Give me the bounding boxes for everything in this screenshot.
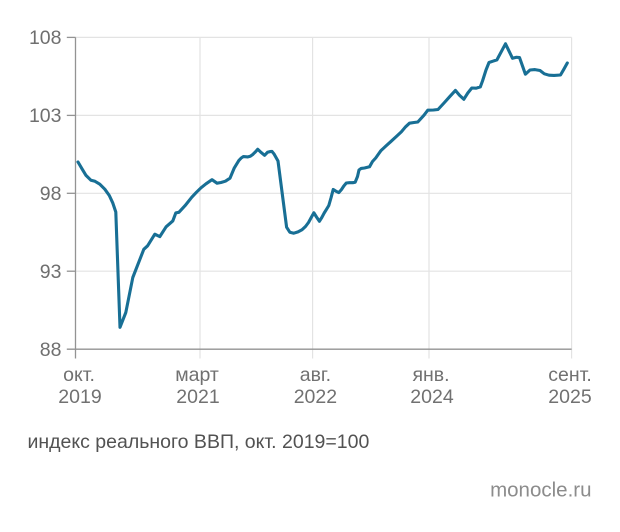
- svg-text:88: 88: [40, 339, 62, 361]
- svg-text:янв.: янв.: [412, 364, 449, 386]
- svg-text:2021: 2021: [176, 386, 219, 408]
- svg-text:март: март: [175, 364, 219, 386]
- svg-text:окт.: окт.: [63, 364, 95, 386]
- svg-text:103: 103: [29, 105, 62, 127]
- svg-text:2022: 2022: [294, 386, 337, 408]
- svg-text:108: 108: [29, 27, 62, 49]
- svg-text:monocle.ru: monocle.ru: [490, 479, 591, 502]
- svg-text:2025: 2025: [548, 386, 592, 408]
- svg-text:98: 98: [40, 183, 62, 205]
- svg-text:авг.: авг.: [300, 364, 331, 386]
- svg-text:2024: 2024: [410, 386, 454, 408]
- svg-text:93: 93: [40, 261, 62, 283]
- svg-text:2019: 2019: [58, 386, 101, 408]
- svg-text:индекс реального ВВП, окт. 201: индекс реального ВВП, окт. 2019=100: [28, 431, 370, 453]
- svg-text:сент.: сент.: [548, 364, 592, 386]
